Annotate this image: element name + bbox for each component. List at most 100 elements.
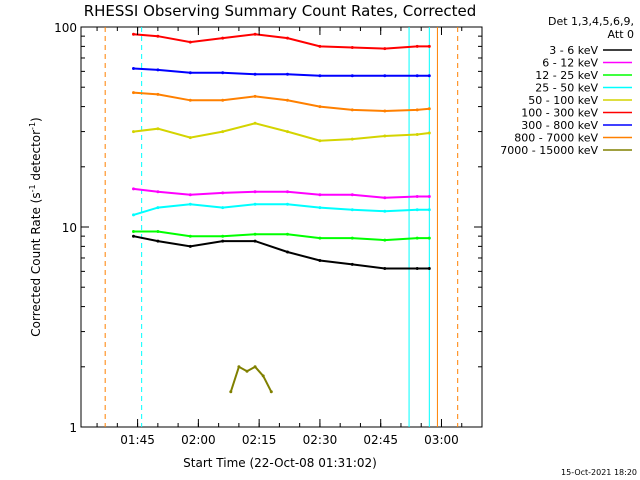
data-point — [318, 105, 322, 109]
data-point — [221, 71, 225, 75]
x-tick-label: 01:45 — [120, 433, 155, 447]
data-point — [415, 108, 419, 112]
series-line — [229, 365, 273, 393]
data-point — [286, 190, 289, 194]
data-point — [427, 74, 431, 78]
data-point — [350, 193, 354, 197]
legend-entry-label: 25 - 50 keV — [535, 82, 598, 95]
data-point — [286, 232, 289, 236]
x-tick-label: 03:00 — [424, 433, 459, 447]
y-axis-label-mid: detector — [29, 130, 43, 185]
data-point — [221, 130, 225, 134]
data-point — [253, 365, 257, 369]
series-6 — [132, 67, 431, 78]
data-point — [156, 206, 160, 210]
series-8 — [229, 365, 273, 394]
timestamp: 15-Oct-2021 18:20 — [561, 468, 637, 477]
data-point — [286, 98, 289, 102]
data-point — [427, 267, 431, 270]
data-point — [188, 71, 192, 75]
data-point — [427, 236, 431, 240]
data-point — [156, 127, 160, 131]
data-point — [383, 47, 387, 51]
data-point — [318, 206, 322, 210]
data-point — [427, 107, 431, 111]
x-tick-label: 02:15 — [242, 433, 277, 447]
data-point — [132, 213, 135, 217]
legend-entry-label: 7000 - 15000 keV — [500, 144, 598, 157]
data-point — [286, 72, 289, 76]
y-axis-label-main: Corrected Count Rate (s — [29, 192, 43, 336]
series-line — [133, 91, 430, 113]
data-point — [221, 239, 225, 243]
data-point — [253, 94, 257, 98]
data-point — [221, 191, 225, 195]
data-point — [188, 193, 192, 197]
data-point — [286, 202, 289, 206]
data-point — [318, 259, 322, 262]
data-point — [318, 74, 322, 78]
data-point — [156, 34, 160, 38]
data-point — [132, 230, 135, 233]
data-point — [318, 139, 322, 143]
data-point — [188, 136, 192, 140]
series-2 — [132, 230, 431, 242]
data-point — [188, 98, 192, 102]
y-axis-label: Corrected Count Rate (s-1 detector-1) — [28, 117, 43, 336]
data-point — [415, 208, 419, 212]
data-point — [253, 72, 257, 76]
data-point — [132, 187, 135, 191]
data-point — [350, 137, 354, 141]
data-point — [350, 46, 354, 49]
data-point — [383, 267, 387, 270]
series-line — [133, 33, 430, 50]
legend-entry-label: 100 - 300 keV — [521, 107, 598, 120]
data-point — [350, 208, 354, 212]
data-point — [350, 262, 354, 266]
series-7 — [132, 91, 431, 113]
y-axis-label-sup1: -1 — [28, 184, 37, 192]
data-point — [188, 202, 192, 206]
data-point — [156, 190, 160, 194]
data-point — [269, 390, 273, 394]
y-axis-label-end: ) — [29, 117, 43, 122]
data-point — [253, 32, 257, 36]
data-point — [132, 67, 135, 70]
data-point — [253, 232, 257, 236]
data-point — [156, 68, 160, 72]
data-point — [383, 209, 387, 213]
x-axis: 01:45 02:00 02:15 02:30 02:45 03:00 — [96, 27, 483, 447]
data-point — [318, 236, 322, 240]
data-point — [383, 238, 387, 242]
data-point — [261, 374, 265, 378]
legend-entry-label: 6 - 12 keV — [542, 57, 598, 70]
data-point — [132, 91, 135, 95]
data-point — [350, 74, 354, 78]
data-point — [427, 208, 431, 212]
data-point — [188, 234, 192, 238]
x-tick-label: 02:00 — [181, 433, 216, 447]
data-point — [132, 234, 135, 238]
data-point — [427, 44, 431, 48]
chart-title: RHESSI Observing Summary Count Rates, Co… — [84, 2, 477, 20]
x-tick-label: 02:30 — [303, 433, 338, 447]
data-point — [253, 190, 257, 194]
legend-entry-label: 50 - 100 keV — [528, 94, 598, 107]
series-0 — [132, 234, 431, 270]
x-axis-label: Start Time (22-Oct-08 01:31:02) — [183, 456, 377, 470]
data-point — [415, 44, 419, 48]
data-point — [415, 195, 419, 198]
series-5 — [132, 32, 431, 51]
data-point — [132, 32, 135, 36]
legend-entry-label: 300 - 800 keV — [521, 119, 598, 132]
y-axis: 1 10 100 — [54, 21, 482, 435]
data-point — [229, 390, 233, 394]
data-point — [427, 131, 431, 135]
y-tick-label: 10 — [62, 221, 77, 235]
data-point — [253, 202, 257, 206]
legend-entry-label: 12 - 25 keV — [535, 69, 598, 82]
legend-entry-label: 3 - 6 keV — [549, 44, 598, 57]
data-point — [253, 121, 257, 125]
